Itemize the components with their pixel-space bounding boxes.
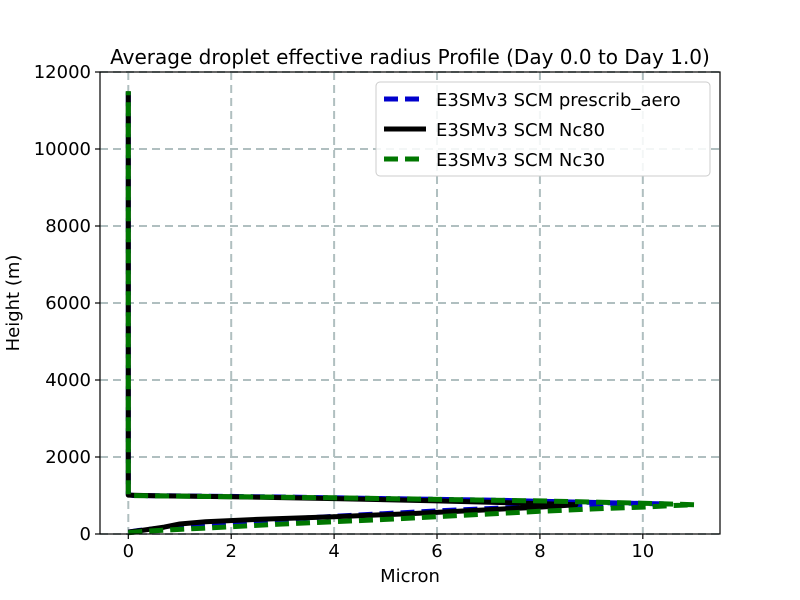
legend-box — [375, 81, 711, 177]
y-axis-label: Height (m) — [3, 255, 24, 352]
plot-area: 0 2 4 6 8 10 0 2000 4000 6000 8000 10000 12000 E3SMv3… — [34, 62, 721, 562]
y-tick-label: 4000 — [45, 370, 91, 391]
y-tick-label: 0 — [80, 524, 91, 545]
series-line-3 — [125, 91, 697, 536]
legend-label-3: E3SMv3 SCM Nc30 — [436, 150, 605, 171]
y-tick-label: 8000 — [45, 216, 91, 237]
x-tick-label: 6 — [431, 541, 442, 562]
x-tick-label: 10 — [631, 541, 654, 562]
x-tick-label: 4 — [328, 541, 339, 562]
x-axis-label: Micron — [380, 566, 440, 587]
y-tick-label: 12000 — [34, 62, 91, 83]
y-tick-label: 6000 — [45, 293, 91, 314]
y-tick-label: 2000 — [45, 447, 91, 468]
chart-title: Average droplet effective radius Profile… — [110, 45, 710, 69]
legend-label-1: E3SMv3 SCM prescrib_aero — [436, 90, 681, 111]
legend-label-2: E3SMv3 SCM Nc80 — [436, 120, 605, 141]
x-tick-label: 2 — [225, 541, 236, 562]
x-tick-label: 0 — [123, 541, 134, 562]
x-tick-label: 8 — [534, 541, 545, 562]
y-tick-label: 10000 — [34, 139, 91, 160]
